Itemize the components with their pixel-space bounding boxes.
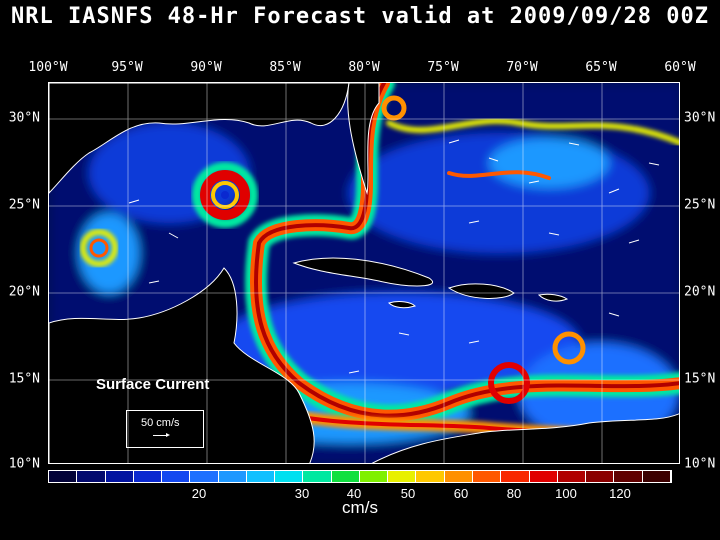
lon-label: 70°W bbox=[506, 60, 538, 75]
reference-vector-label: 50 cm/s bbox=[141, 417, 180, 429]
colorbar-tick-label: 60 bbox=[453, 486, 469, 501]
graticule bbox=[49, 83, 679, 463]
colorbar-swatch bbox=[190, 471, 219, 482]
loop-current-eddy bbox=[80, 162, 258, 267]
colorbar-swatch bbox=[218, 471, 247, 482]
lon-label: 100°W bbox=[28, 60, 68, 75]
lat-label-right: 20°N bbox=[684, 284, 716, 300]
lon-label: 90°W bbox=[190, 60, 222, 75]
colorbar-swatch bbox=[529, 471, 558, 482]
colorbar-unit: cm/s bbox=[342, 498, 378, 517]
colorbar-tick-label: 120 bbox=[609, 486, 631, 501]
lat-label-right: 15°N bbox=[684, 371, 716, 387]
colorbar-swatch bbox=[49, 471, 78, 482]
reference-vector-box: 50 cm/s bbox=[126, 410, 204, 448]
lat-label-left: 20°N bbox=[8, 284, 40, 300]
colorbar-swatch bbox=[246, 471, 276, 482]
colorbar-swatch bbox=[388, 471, 417, 482]
colorbar-swatch bbox=[133, 471, 163, 482]
lon-label: 85°W bbox=[269, 60, 301, 75]
forecast-title: NRL IASNFS 48-Hr Forecast valid at 2009/… bbox=[10, 4, 709, 29]
lat-label-left: 25°N bbox=[8, 197, 40, 213]
lon-label: 95°W bbox=[111, 60, 143, 75]
colorbar-tick-label: 50 bbox=[400, 486, 416, 501]
land-masses bbox=[49, 83, 679, 463]
colorbar-swatch bbox=[416, 471, 445, 482]
lon-label: 65°W bbox=[585, 60, 617, 75]
colorbar bbox=[48, 470, 672, 483]
colorbar-swatch bbox=[501, 471, 530, 482]
colorbar-swatch bbox=[472, 471, 502, 482]
colorbar-swatch bbox=[105, 471, 134, 482]
colorbar-swatch bbox=[557, 471, 587, 482]
surface-current-label: Surface Current bbox=[96, 376, 210, 393]
lon-label: 60°W bbox=[664, 60, 696, 75]
lat-label-left: 15°N bbox=[8, 371, 40, 387]
reference-arrow-icon bbox=[153, 433, 170, 437]
lat-label-left: 10°N bbox=[8, 456, 40, 472]
lat-label-right: 10°N bbox=[684, 456, 716, 472]
current-field bbox=[49, 83, 679, 463]
lon-label: 80°W bbox=[348, 60, 380, 75]
colorbar-swatch bbox=[162, 471, 191, 482]
lat-label-right: 30°N bbox=[684, 110, 716, 126]
current-map[interactable] bbox=[48, 82, 680, 464]
colorbar-swatch bbox=[614, 471, 643, 482]
colorbar-tick-label: 40 bbox=[346, 486, 362, 501]
lat-label-right: 25°N bbox=[684, 197, 716, 213]
lat-label-left: 30°N bbox=[8, 110, 40, 126]
colorbar-swatch bbox=[586, 471, 615, 482]
colorbar-tick-label: 20 bbox=[191, 486, 207, 501]
colorbar-tick-label: 100 bbox=[555, 486, 577, 501]
velocity-vectors bbox=[128, 139, 660, 374]
colorbar-tick-label: 30 bbox=[294, 486, 310, 501]
colorbar-tick-label: 80 bbox=[506, 486, 522, 501]
colorbar-swatch bbox=[642, 471, 671, 482]
colorbar-swatch bbox=[275, 471, 304, 482]
colorbar-swatch bbox=[77, 471, 106, 482]
lon-label: 75°W bbox=[427, 60, 459, 75]
colorbar-swatch bbox=[331, 471, 360, 482]
colorbar-swatch bbox=[444, 471, 473, 482]
colorbar-swatch bbox=[303, 471, 332, 482]
colorbar-swatch bbox=[359, 471, 389, 482]
